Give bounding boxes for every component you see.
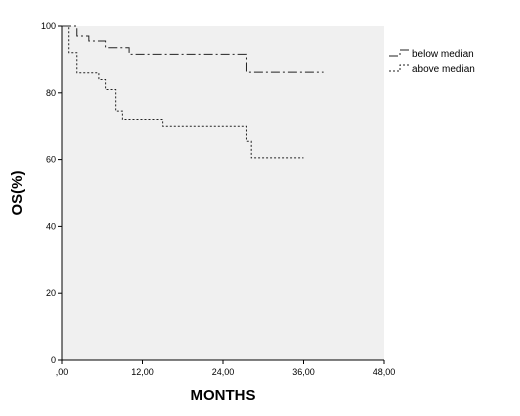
- plot-background: [62, 26, 384, 360]
- x-tick-label: 12,00: [131, 367, 154, 377]
- legend-symbol: [389, 64, 410, 72]
- y-tick-label: 100: [41, 21, 56, 31]
- y-tick-label: 60: [46, 155, 56, 165]
- x-tick-label: ,00: [56, 367, 69, 377]
- x-axis-title: MONTHS: [191, 387, 256, 404]
- y-tick-label: 0: [51, 355, 56, 365]
- legend-symbol: [389, 49, 410, 57]
- x-tick-label: 24,00: [212, 367, 235, 377]
- y-tick-label: 80: [46, 88, 56, 98]
- y-axis-title: OS(%): [9, 170, 26, 215]
- series-line-above-median: [62, 25, 304, 159]
- legend: below median above median: [389, 49, 475, 75]
- x-tick-label: 48,00: [373, 367, 396, 377]
- legend-label: below median: [412, 49, 474, 60]
- y-tick-label: 20: [46, 288, 56, 298]
- x-tick-label: 36,00: [292, 367, 315, 377]
- x-axis-ticks: ,00 12,00 24,00 36,00 48,00: [56, 360, 396, 377]
- series-line-below-median: [62, 25, 324, 73]
- legend-label: above median: [412, 64, 475, 75]
- y-axis-ticks: 0 20 40 60 80 100: [41, 21, 62, 365]
- survival-curves: [62, 25, 324, 159]
- y-tick-label: 40: [46, 221, 56, 231]
